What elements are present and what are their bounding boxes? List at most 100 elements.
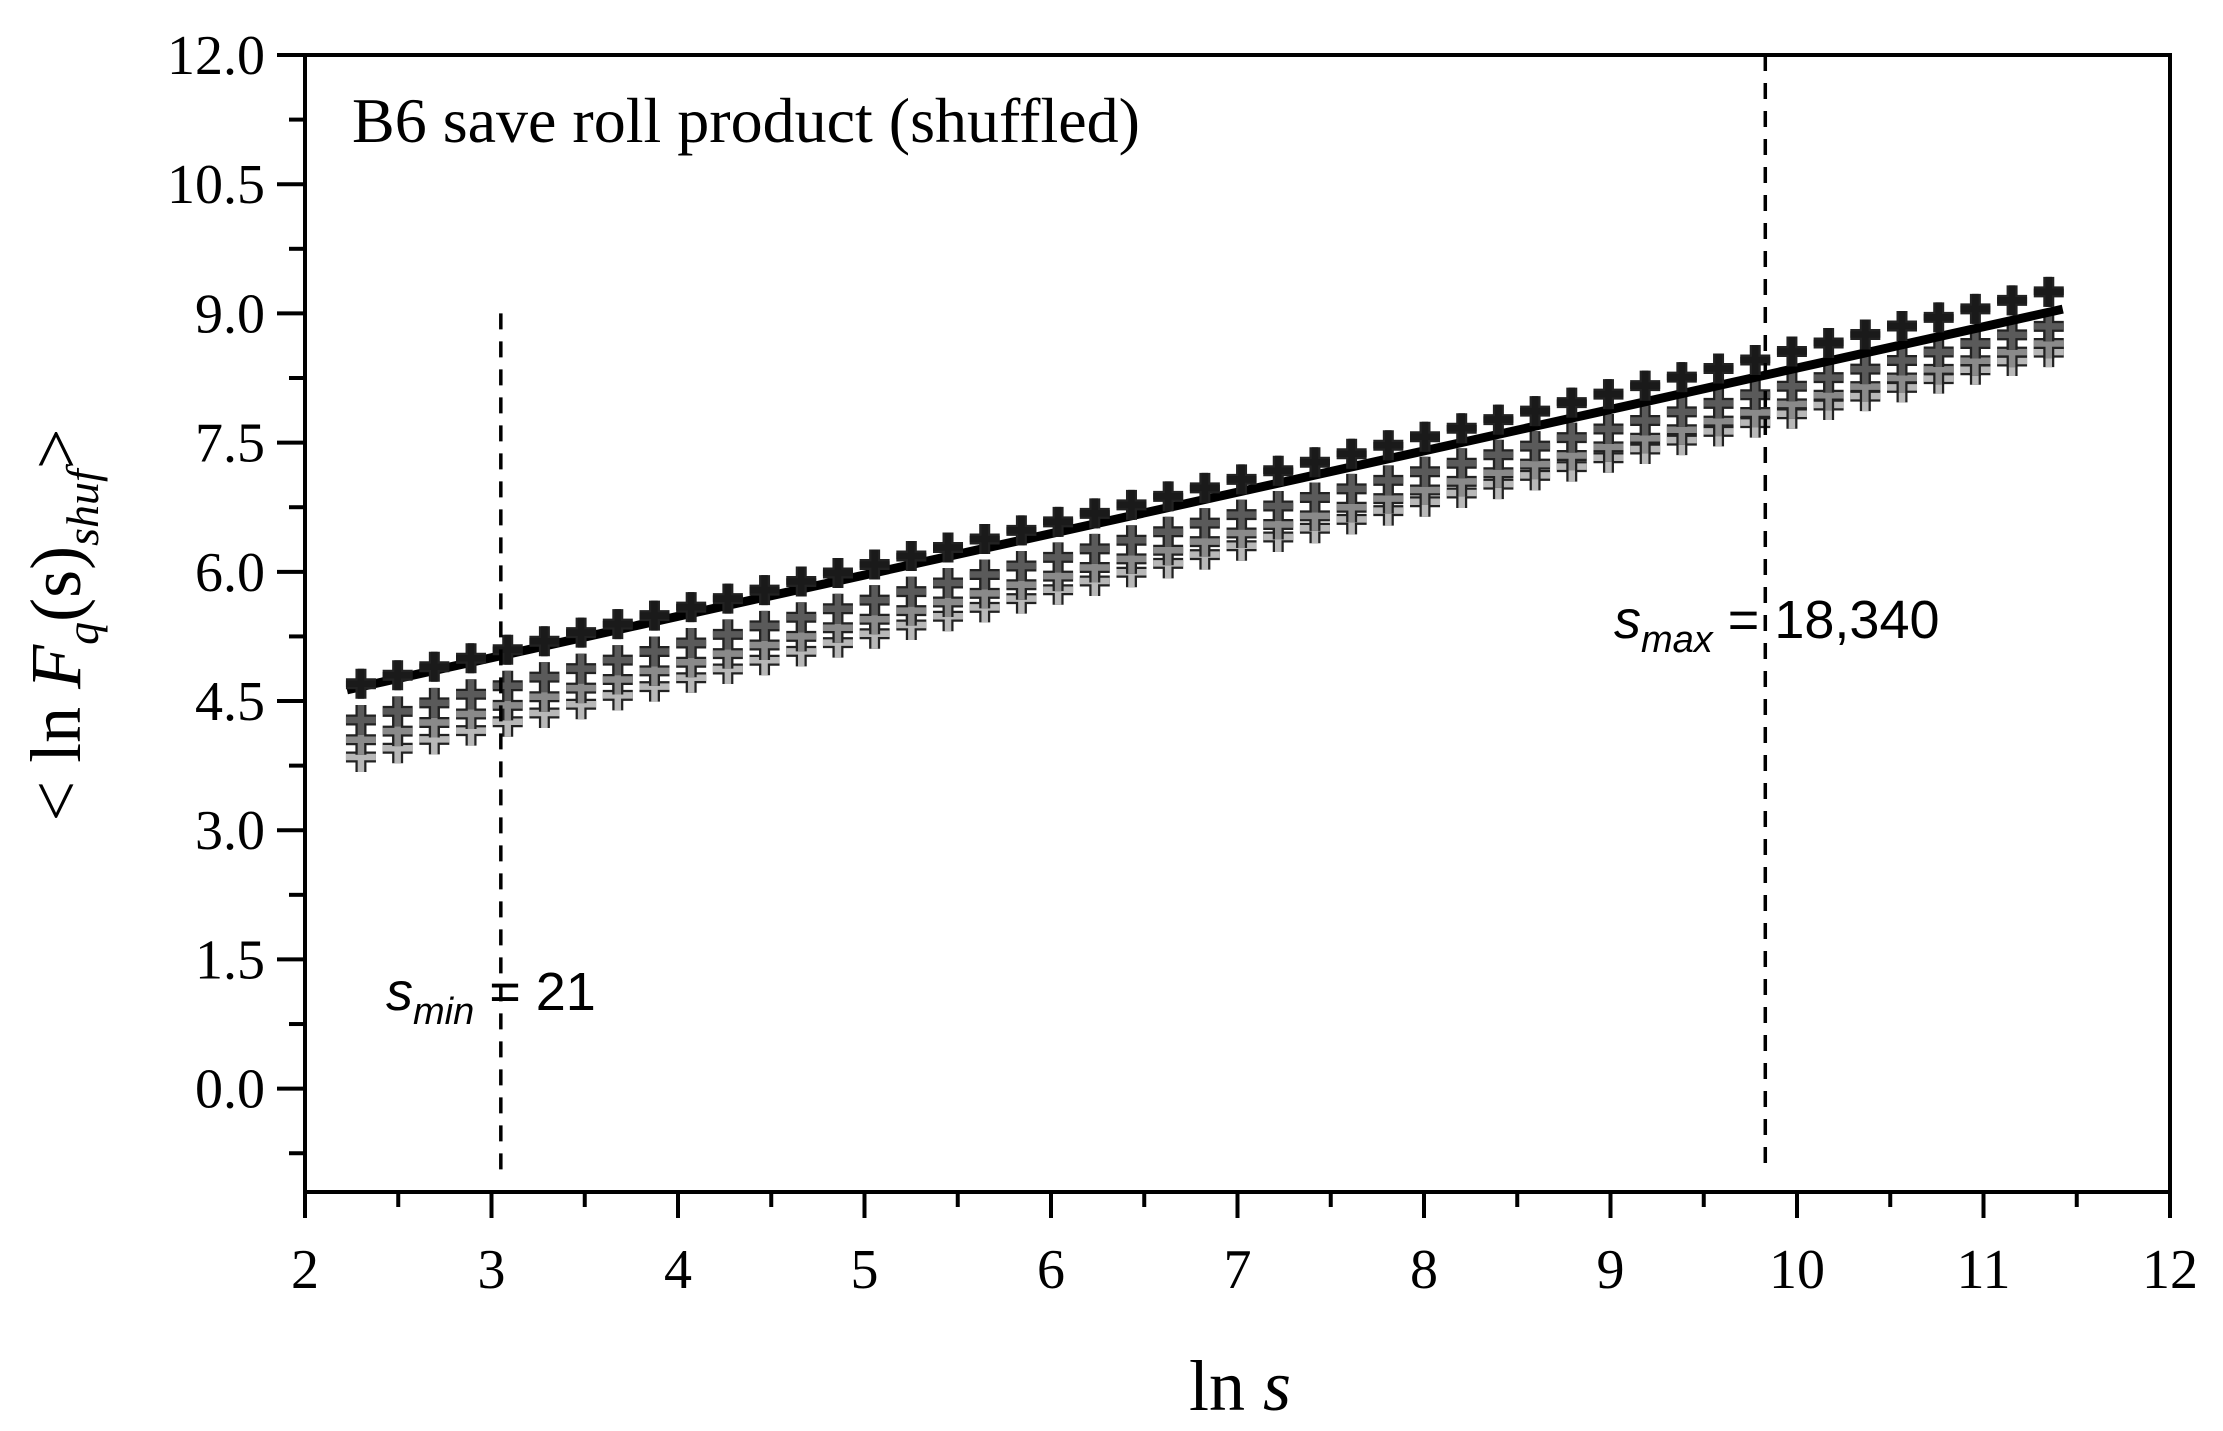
data-point	[1446, 413, 1477, 444]
data-point	[1923, 337, 1954, 368]
data-point	[1006, 550, 1037, 581]
data-point	[1153, 516, 1184, 547]
y-tick-label: 12.0	[167, 25, 265, 87]
data-point	[382, 696, 413, 727]
data-point	[1336, 438, 1367, 469]
data-point	[639, 600, 670, 631]
data-point	[382, 660, 413, 691]
data-point	[676, 592, 707, 623]
x-tick-label: 5	[851, 1239, 879, 1301]
y-axis: 0.0 1.5 3.0 4.5 6.0 7.5 9.0 10.5 12.0	[167, 25, 305, 1156]
data-point	[602, 609, 633, 640]
data-point	[1703, 388, 1734, 419]
data-point	[786, 602, 817, 633]
data-point	[822, 558, 853, 589]
x-tick-label: 11	[1957, 1239, 2011, 1301]
data-point	[749, 610, 780, 641]
data-point	[1556, 422, 1587, 453]
data-point	[1263, 491, 1294, 522]
data-point	[1887, 310, 1918, 341]
data-point	[1226, 499, 1257, 530]
data-point	[1740, 345, 1771, 376]
data-point	[492, 670, 523, 701]
series-q3	[345, 311, 2064, 735]
data-point	[1593, 379, 1624, 410]
data-point	[456, 643, 487, 674]
data-point	[456, 679, 487, 710]
data-point	[529, 662, 560, 693]
x-tick-label: 4	[664, 1239, 692, 1301]
series-q1	[345, 276, 2064, 699]
x-tick-label: 8	[1410, 1239, 1438, 1301]
x-axis-title: ln s	[1189, 1346, 1291, 1426]
data-point	[492, 634, 523, 665]
data-point	[1446, 448, 1477, 479]
x-tick-label: 6	[1037, 1239, 1065, 1301]
data-point	[1887, 345, 1918, 376]
data-point	[1483, 404, 1514, 435]
data-point	[1153, 481, 1184, 512]
data-point	[1666, 362, 1697, 393]
data-point	[1923, 302, 1954, 333]
data-point	[1666, 396, 1697, 427]
data-point	[712, 583, 743, 614]
smax-annotation: smax = 18,340	[1614, 590, 1940, 661]
data-point	[1960, 328, 1991, 359]
y-tick-label: 10.5	[167, 154, 265, 216]
data-point	[345, 704, 376, 735]
data-point	[1556, 387, 1587, 418]
data-point	[419, 651, 450, 682]
data-point	[566, 653, 597, 684]
data-point	[859, 585, 890, 616]
y-tick-label: 0.0	[195, 1059, 265, 1121]
chart-title: B6 save roll product (shuffled)	[352, 85, 1140, 156]
data-point	[896, 576, 927, 607]
data-point	[1116, 525, 1147, 556]
x-axis: 2 3 4 5 6 7 8 9 10 11 12	[291, 1192, 2198, 1301]
data-point	[1520, 431, 1551, 462]
data-point	[1593, 414, 1624, 445]
x-tick-label: 12	[2142, 1239, 2198, 1301]
data-point	[1410, 456, 1441, 487]
data-point	[1189, 472, 1220, 503]
data-point	[1079, 533, 1110, 564]
data-point	[933, 532, 964, 563]
data-point	[419, 687, 450, 718]
data-point	[2033, 276, 2064, 307]
data-point	[1299, 482, 1330, 513]
y-tick-label: 1.5	[195, 929, 265, 991]
data-point	[749, 575, 780, 606]
data-point	[1703, 353, 1734, 384]
data-point	[1483, 439, 1514, 470]
data-point	[1556, 440, 1587, 471]
data-point	[529, 626, 560, 657]
x-tick-label: 10	[1769, 1239, 1825, 1301]
data-point	[1336, 473, 1367, 504]
data-point	[676, 627, 707, 658]
data-point	[1850, 319, 1881, 350]
data-point	[1776, 336, 1807, 367]
x-tick-label: 7	[1224, 1239, 1252, 1301]
data-point	[969, 559, 1000, 590]
x-tick-label: 3	[478, 1239, 506, 1301]
data-point	[602, 645, 633, 676]
data-point	[859, 549, 890, 580]
data-point	[712, 619, 743, 650]
data-point	[1630, 370, 1661, 401]
y-tick-label: 6.0	[195, 542, 265, 604]
data-point	[1226, 464, 1257, 495]
data-point	[896, 540, 927, 571]
data-point	[1813, 362, 1844, 393]
x-tick-label: 9	[1597, 1239, 1625, 1301]
data-point	[969, 523, 1000, 554]
data-point	[1850, 354, 1881, 385]
data-point	[1006, 515, 1037, 546]
data-point	[492, 706, 523, 737]
data-point	[786, 566, 817, 597]
y-tick-label: 9.0	[195, 283, 265, 345]
data-point	[1630, 405, 1661, 436]
data-point	[1299, 447, 1330, 478]
y-tick-label: 7.5	[195, 413, 265, 475]
data-point	[1410, 421, 1441, 452]
data-point	[1373, 465, 1404, 496]
